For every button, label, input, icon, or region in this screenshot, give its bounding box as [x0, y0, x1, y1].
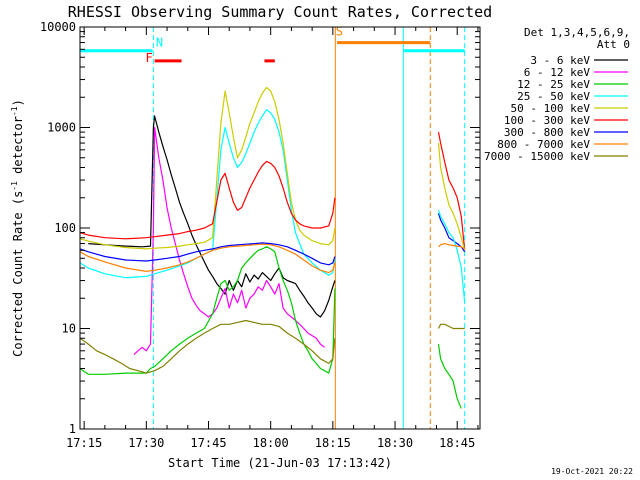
series-line-2 [79, 246, 336, 375]
x-tick-label-2: 17:45 [190, 436, 226, 450]
legend-label-6: 300 - 800 keV [504, 126, 590, 139]
annotation-n: N [156, 35, 163, 49]
legend-label-3: 25 - 50 keV [517, 90, 590, 103]
legend-label-2: 12 - 25 keV [517, 78, 590, 91]
y-tick-label-2: 100 [54, 221, 76, 235]
x-tick-label-1: 17:30 [128, 436, 164, 450]
y-tick-label-3: 1000 [47, 121, 76, 135]
y-tick-label-4: 10000 [40, 20, 76, 34]
legend-label-1: 6 - 12 keV [524, 66, 591, 79]
late-series-line-3 [437, 210, 466, 303]
series-line-4 [79, 86, 336, 250]
x-axis: 17:15 17:30 17:45 18:00 18:15 18:30 18:45 [66, 27, 479, 450]
y-tick-label-0: 1 [69, 422, 76, 436]
series-line-5 [79, 160, 336, 240]
series-line-0 [88, 115, 336, 318]
legend-label-8: 7000 - 15000 keV [484, 150, 590, 163]
x-axis-label: Start Time (21-Jun-03 17:13:42) [168, 456, 392, 470]
legend-label-0: 3 - 6 keV [530, 54, 590, 67]
late-series-line-4 [438, 243, 466, 250]
late-series-line-6 [437, 344, 462, 409]
series-line-8 [79, 319, 336, 374]
series-line-7 [79, 243, 336, 274]
x-tick-label-4: 18:15 [315, 436, 351, 450]
annotation-f: F [145, 51, 152, 65]
y-axis: 1 10 100 1000 10000 [40, 20, 480, 436]
chart-title: RHESSI Observing Summary Count Rates, Co… [68, 3, 492, 21]
x-tick-label-5: 18:30 [377, 436, 413, 450]
plot-area: NF S [79, 25, 466, 429]
series-line-6 [79, 242, 336, 266]
x-tick-label-0: 17:15 [66, 436, 102, 450]
legend-label-4: 50 - 100 keV [511, 102, 591, 115]
timestamp: 19-Oct-2021 20:22 [551, 467, 633, 476]
x-tick-label-6: 18:45 [439, 436, 475, 450]
late-series-line-1 [437, 143, 466, 251]
x-tick-label-3: 18:00 [253, 436, 289, 450]
annotation-s: S [336, 25, 343, 39]
legend-label-5: 100 - 300 keV [504, 114, 590, 127]
y-axis-label: Corrected Count Rate (s-1 detector-1) [10, 99, 25, 357]
y-tick-label-1: 10 [62, 322, 76, 336]
legend-header-line-2: Att 0 [597, 38, 630, 51]
late-series-line-0 [437, 131, 466, 251]
legend-label-7: 800 - 7000 keV [497, 138, 590, 151]
late-series-line-5 [437, 323, 465, 330]
legend-header-line-1: Det 1,3,4,5,6,9, [524, 26, 630, 39]
series-line-3 [79, 109, 336, 279]
series-line-1 [133, 126, 325, 356]
